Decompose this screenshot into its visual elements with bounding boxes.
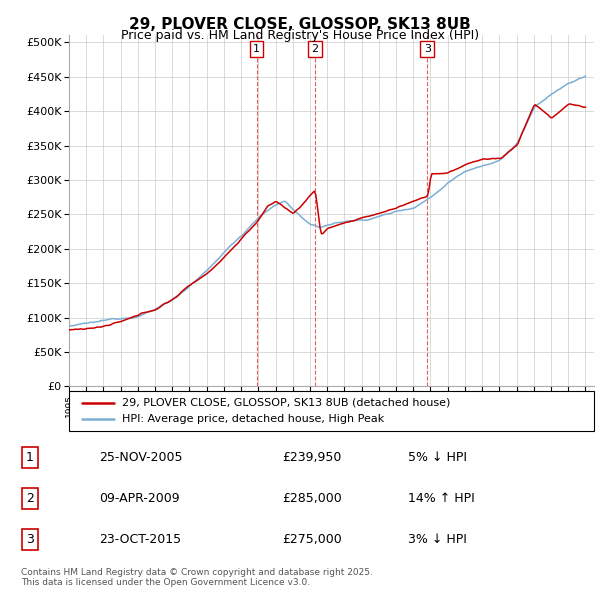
Text: Contains HM Land Registry data © Crown copyright and database right 2025.
This d: Contains HM Land Registry data © Crown c… [21,568,373,587]
Text: 5% ↓ HPI: 5% ↓ HPI [408,451,467,464]
Text: 29, PLOVER CLOSE, GLOSSOP, SK13 8UB: 29, PLOVER CLOSE, GLOSSOP, SK13 8UB [129,17,471,31]
Text: 3: 3 [26,533,34,546]
Text: 23-OCT-2015: 23-OCT-2015 [99,533,181,546]
Text: 29, PLOVER CLOSE, GLOSSOP, SK13 8UB (detached house): 29, PLOVER CLOSE, GLOSSOP, SK13 8UB (det… [121,398,450,408]
Text: £275,000: £275,000 [282,533,342,546]
Text: £239,950: £239,950 [282,451,341,464]
Text: HPI: Average price, detached house, High Peak: HPI: Average price, detached house, High… [121,414,384,424]
Text: 3: 3 [424,44,431,54]
Text: 1: 1 [253,44,260,54]
Text: 2: 2 [26,492,34,505]
Text: Price paid vs. HM Land Registry's House Price Index (HPI): Price paid vs. HM Land Registry's House … [121,30,479,42]
Text: 14% ↑ HPI: 14% ↑ HPI [408,492,475,505]
Text: 3% ↓ HPI: 3% ↓ HPI [408,533,467,546]
Text: 25-NOV-2005: 25-NOV-2005 [99,451,182,464]
Text: £285,000: £285,000 [282,492,342,505]
Text: 2: 2 [311,44,318,54]
Text: 1: 1 [26,451,34,464]
Text: 09-APR-2009: 09-APR-2009 [99,492,179,505]
